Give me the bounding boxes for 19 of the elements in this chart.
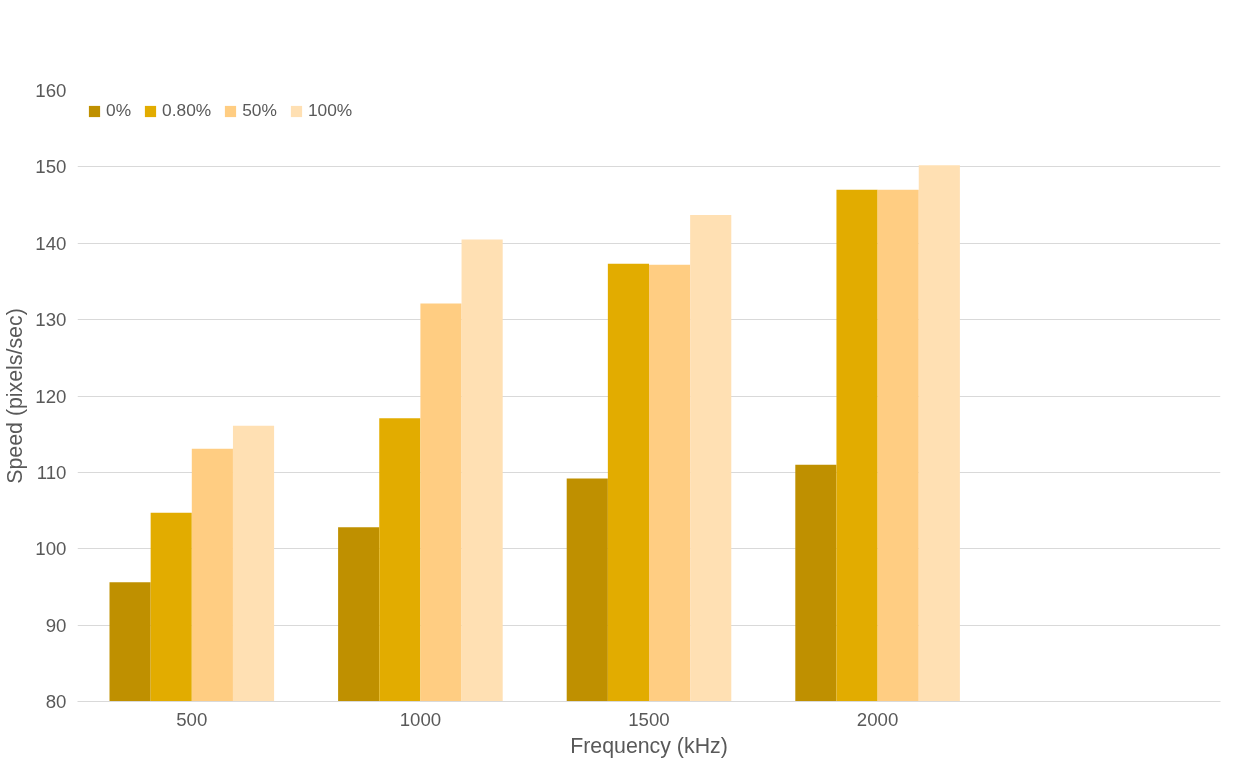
x-tick-label: 1500: [628, 708, 670, 730]
y-tick-label: 150: [35, 156, 67, 178]
y-tick-label: 90: [45, 614, 67, 636]
y-tick-label: 140: [35, 232, 67, 254]
y-tick-label: 110: [36, 461, 67, 483]
legend-label: 100%: [307, 100, 353, 121]
y-axis-title: Speed (pixels/sec): [3, 308, 28, 484]
legend-label: 50%: [242, 100, 277, 121]
y-tick-label: 160: [35, 80, 67, 101]
legend-label: 0.80%: [162, 100, 212, 121]
x-tick-label: 500: [176, 708, 208, 730]
y-tick-label: 80: [45, 691, 67, 712]
y-tick-label: 100: [35, 538, 67, 560]
y-tick-label: 120: [35, 385, 67, 407]
x-axis-title: Frequency (kHz): [570, 733, 728, 758]
legend-label: 0%: [106, 100, 132, 121]
x-tick-label: 1000: [399, 708, 442, 730]
y-tick-label: 130: [35, 309, 67, 331]
x-tick-label: 2000: [856, 708, 899, 730]
